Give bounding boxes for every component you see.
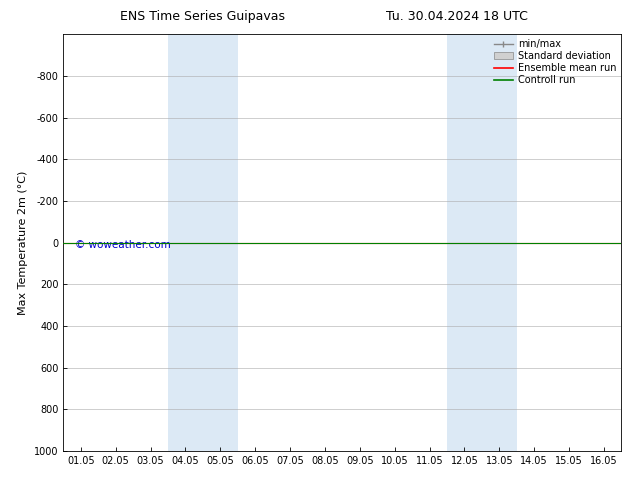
Text: © woweather.com: © woweather.com xyxy=(75,241,171,250)
Bar xyxy=(447,34,482,451)
Bar xyxy=(482,34,517,451)
Y-axis label: Max Temperature 2m (°C): Max Temperature 2m (°C) xyxy=(18,171,29,315)
Bar xyxy=(168,34,203,451)
Text: Tu. 30.04.2024 18 UTC: Tu. 30.04.2024 18 UTC xyxy=(385,10,527,23)
Bar xyxy=(203,34,238,451)
Legend: min/max, Standard deviation, Ensemble mean run, Controll run: min/max, Standard deviation, Ensemble me… xyxy=(494,39,616,85)
Text: ENS Time Series Guipavas: ENS Time Series Guipavas xyxy=(120,10,285,23)
